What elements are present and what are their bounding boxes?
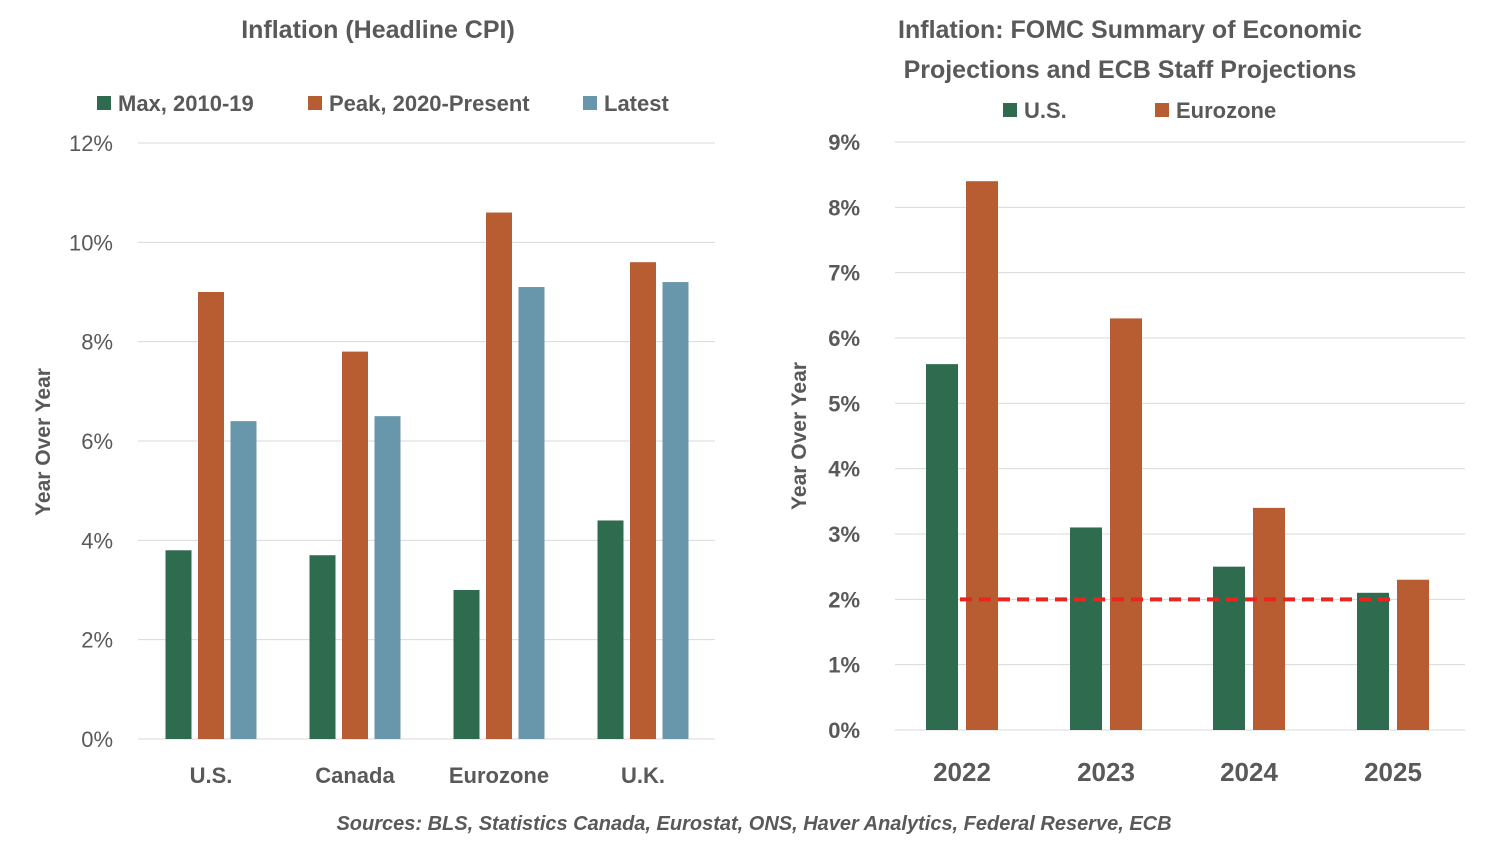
x-tick-label: Canada <box>315 763 395 788</box>
bar-blue <box>518 287 545 739</box>
x-tick-label: 2025 <box>1364 757 1422 787</box>
y-tick-label: 0% <box>81 727 113 752</box>
left-y-axis-label: Year Over Year <box>32 368 55 516</box>
y-tick-label: 9% <box>828 130 860 155</box>
bar-blue <box>230 421 257 739</box>
legend-swatch-orange <box>1155 103 1169 117</box>
bar-green <box>1357 592 1389 730</box>
y-tick-label: 5% <box>828 391 860 416</box>
x-tick-label: 2022 <box>933 757 991 787</box>
x-tick-label: Eurozone <box>449 763 549 788</box>
bar-orange <box>1253 507 1285 730</box>
legend-swatch-orange <box>308 96 322 110</box>
legend-label: Latest <box>604 91 669 116</box>
right-chart-title-line2: Projections and ECB Staff Projections <box>904 56 1357 84</box>
y-tick-label: 10% <box>69 230 113 255</box>
y-tick-label: 4% <box>81 528 113 553</box>
x-tick-label: 2024 <box>1220 757 1278 787</box>
bar-blue <box>662 282 689 739</box>
y-tick-label: 0% <box>828 718 860 743</box>
y-tick-label: 3% <box>828 522 860 547</box>
legend-swatch-green <box>97 96 111 110</box>
bar-green <box>597 520 624 739</box>
legend-label: Eurozone <box>1176 98 1276 123</box>
left-chart-title: Inflation (Headline CPI) <box>241 16 515 44</box>
right-chart: 0% 1% 2% 3% 4% 5% 6% 7% 8% 9% 2022 2023 2024 2025 U.S.… <box>828 98 1465 787</box>
y-tick-label: 2% <box>828 587 860 612</box>
bar-orange <box>486 212 512 740</box>
x-tick-label: U.S. <box>190 763 233 788</box>
legend-label: U.S. <box>1024 98 1067 123</box>
legend-swatch-blue <box>583 96 597 110</box>
bar-orange <box>1110 318 1142 730</box>
bar-green <box>1070 527 1102 730</box>
y-tick-label: 8% <box>828 195 860 220</box>
y-tick-label: 4% <box>828 457 860 482</box>
legend-label: Max, 2010-19 <box>118 91 254 116</box>
left-chart: 0% 2% 4% 6% 8% 10% 12% U.S. Canada Eurozone U.K. Ma… <box>69 91 715 788</box>
y-tick-label: 2% <box>81 628 113 653</box>
y-tick-label: 1% <box>828 653 860 678</box>
y-tick-label: 8% <box>81 330 113 355</box>
x-tick-label: U.K. <box>621 763 665 788</box>
y-tick-label: 6% <box>828 326 860 351</box>
right-chart-title-line1: Inflation: FOMC Summary of Economic <box>898 16 1362 44</box>
bar-blue <box>374 416 401 739</box>
bar-green <box>1213 566 1245 730</box>
legend-swatch-green <box>1003 103 1017 117</box>
x-tick-label: 2023 <box>1077 757 1135 787</box>
bar-green <box>309 555 336 739</box>
y-tick-label: 6% <box>81 429 113 454</box>
bar-green <box>453 590 480 739</box>
source-note: Sources: BLS, Statistics Canada, Eurosta… <box>336 813 1171 835</box>
y-tick-label: 7% <box>828 261 860 286</box>
bar-green <box>926 364 958 730</box>
bar-green <box>165 550 192 739</box>
y-tick-label: 12% <box>69 131 113 156</box>
bar-orange <box>630 262 656 739</box>
right-y-axis-label: Year Over Year <box>788 362 811 510</box>
bar-orange <box>966 181 998 730</box>
bar-orange <box>342 351 368 739</box>
legend-label: Peak, 2020-Present <box>329 91 530 116</box>
bar-orange <box>198 292 224 739</box>
bar-orange <box>1397 579 1429 730</box>
